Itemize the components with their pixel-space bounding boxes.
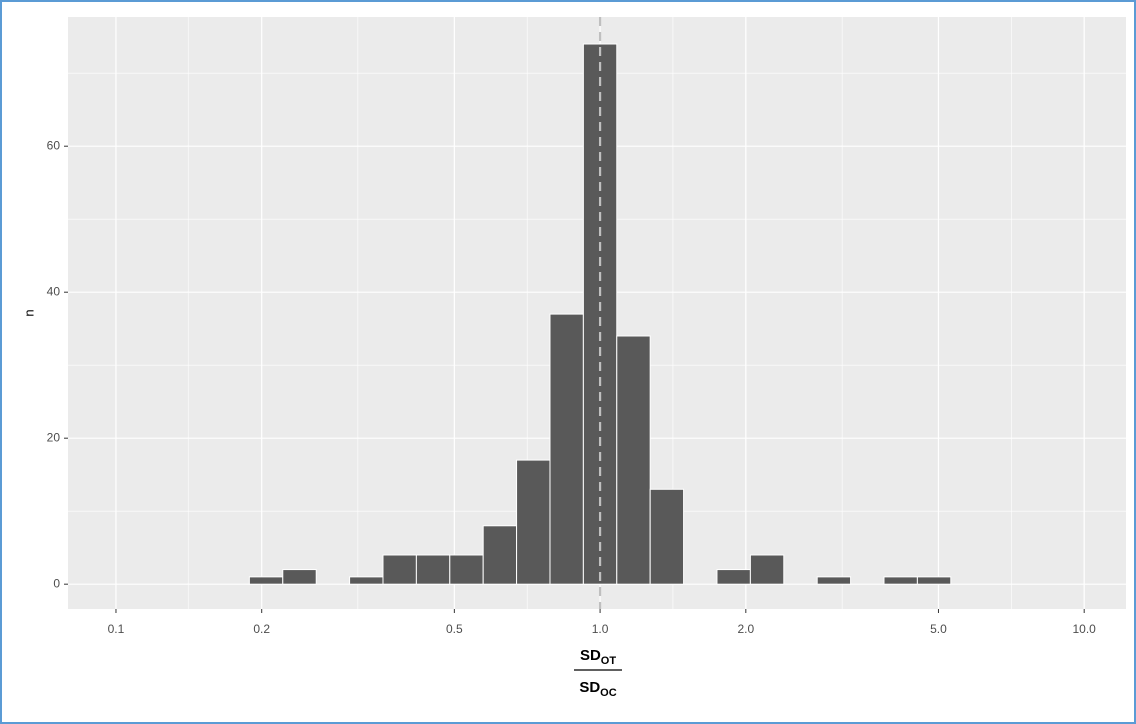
bar [415,554,451,585]
x-tick-label: 0.1 [108,622,125,636]
bar [282,569,317,585]
y-axis-label: n [21,309,36,316]
bar [816,576,852,585]
bar [349,576,384,585]
x-label-text: SD [579,679,600,696]
x-label-text: SD [580,647,601,664]
y-tick-label: 0 [53,576,60,590]
y-tick-label: 40 [47,284,61,298]
x-label-denominator: SDOC [579,679,616,699]
bar [549,313,584,585]
x-label-numerator: SDOT [580,647,616,667]
bar [749,554,785,585]
x-label-sub: OT [601,655,617,667]
x-tick-label: 0.2 [253,622,270,636]
x-tick-label: 5.0 [930,622,947,636]
bar [616,335,651,585]
y-tick-label: 60 [47,138,61,152]
bar [716,569,751,585]
bar [916,576,952,585]
x-tick-label: 10.0 [1073,622,1097,636]
bar [582,43,618,585]
x-tick-label: 2.0 [737,622,754,636]
bar [482,525,518,585]
x-label-sub: OC [600,687,617,699]
bar [649,488,685,585]
bar [382,554,417,585]
bar [883,576,918,585]
x-tick-label: 0.5 [446,622,463,636]
x-tick-label: 1.0 [592,622,609,636]
y-tick-label: 20 [47,430,61,444]
marks [248,17,952,609]
bar [516,459,551,585]
bar [449,554,484,585]
bar [248,576,284,585]
